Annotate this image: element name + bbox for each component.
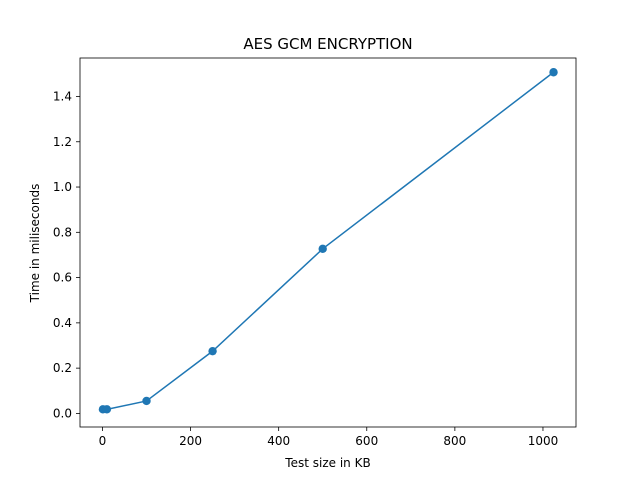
y-tick-label: 1.0 [53,180,72,194]
y-tick-label: 0.2 [53,361,72,375]
data-point [142,396,151,406]
x-axis: 0 200 400 600 800 1000 [99,427,559,448]
x-tick-label: 800 [443,434,466,448]
data-point [549,68,558,77]
y-axis-label: Time in miliseconds [28,184,42,304]
x-tick-label: 200 [179,434,202,448]
y-tick-label: 0.0 [53,406,72,420]
y-tick-label: 0.4 [53,316,72,330]
chart-title: AES GCM ENCRYPTION [243,35,412,53]
data-point [208,346,217,356]
y-tick-label: 0.6 [53,271,72,285]
series-line [102,71,554,411]
x-tick-label: 1000 [528,434,559,448]
data-point [102,405,112,414]
x-axis-label: Test size in KB [284,456,370,470]
y-tick-label: 1.4 [53,89,72,103]
y-axis: 0.0 0.2 0.4 0.6 0.8 1.0 1.2 1.4 [53,89,80,420]
x-tick-label: 600 [355,434,378,448]
x-tick-label: 400 [267,434,290,448]
plot-frame [79,57,577,428]
y-tick-label: 0.8 [53,225,72,239]
y-tick-label: 1.2 [53,135,72,149]
plot-area [98,68,558,414]
data-point [318,244,327,254]
x-tick-label: 0 [99,434,107,448]
